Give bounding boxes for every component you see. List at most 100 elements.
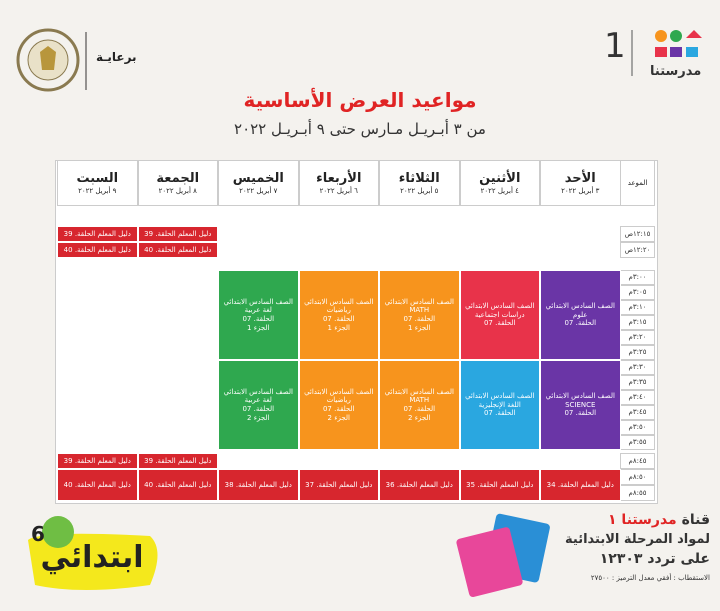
badge-text: ابتدائي: [40, 540, 144, 575]
cell-line: دليل المعلم الحلقة. 34: [546, 480, 614, 489]
brand-name: مدرستنا: [650, 64, 702, 79]
cell-line: MATH: [409, 306, 430, 315]
day-header: الأحد ٣ أبريل ٢٠٢٢: [540, 160, 621, 206]
cell-line: دليل المعلم الحلقة. 40: [144, 245, 212, 254]
time-slot: ٣:٤٠م: [620, 390, 655, 405]
cell-line: دليل المعلم الحلقة. 40: [63, 480, 131, 489]
cell-line: دليل المعلم الحلقة. 37: [305, 480, 373, 489]
brand-number: 1: [604, 26, 626, 66]
channel-line: لمواد المرحلة الابتدائية: [565, 532, 710, 547]
brand-logo: [631, 30, 702, 76]
guide-cell: دليل المعلم الحلقة. 40: [137, 469, 218, 501]
lesson-cell: الصف السادس الابتدائي اللغة الإنجليزية الح…: [459, 360, 540, 450]
lesson-cell: الصف السادس الابتدائي لغة عربية الحلقة. 07…: [218, 270, 299, 360]
badge-shape: [28, 516, 158, 590]
lesson-cell: الصف السادس الابتدائي علوم الحلقة. 07: [540, 270, 621, 360]
day-name: الأثنين: [479, 170, 521, 186]
time-slot: ١٢:٢٠ص: [620, 242, 655, 258]
cell-line: دليل المعلم الحلقة. 39: [63, 229, 131, 238]
guide-cell: دليل المعلم الحلقة. 39: [57, 453, 138, 469]
cell-line: لغة عربية: [244, 396, 272, 405]
day-name: السبت: [76, 170, 119, 186]
time-slot: ٣:٣٥م: [620, 375, 655, 390]
cell-line: MATH: [409, 396, 430, 405]
lesson-cell: الصف السادس الابتدائي لغة عربية الحلقة. 07…: [218, 360, 299, 450]
cell-line: الصف السادس الابتدائي: [304, 387, 374, 396]
lesson-cell: الصف السادس الابتدائي رياضيات الحلقة. 07 ال…: [298, 360, 379, 450]
sponsor: برعايـة: [96, 50, 137, 64]
cell-line: الصف السادس الابتدائي: [465, 391, 535, 400]
cell-line: دليل المعلم الحلقة. 38: [224, 480, 292, 489]
lesson-cell: الصف السادس الابتدائي دراسات اجتماعية الحل…: [459, 270, 540, 360]
title: مواعيد العرض الأساسية: [243, 88, 477, 112]
cell-line: دليل المعلم الحلقة. 39: [144, 229, 212, 238]
guide-cell: دليل المعلم الحلقة. 40: [137, 242, 218, 258]
day-header: الخميس ٧ أبريل ٢٠٢٢: [218, 160, 299, 206]
cell-line: الجزء 1: [408, 323, 431, 332]
time-slot: ٨:٥٥م: [620, 485, 655, 501]
cell-line: دليل المعلم الحلقة. 40: [63, 245, 131, 254]
day-date: ٤ أبريل ٢٠٢٢: [480, 186, 519, 195]
cell-line: دليل المعلم الحلقة. 40: [144, 480, 212, 489]
cell-line: علوم: [573, 310, 588, 319]
guide-cell: دليل المعلم الحلقة. 36: [379, 469, 460, 501]
cell-line: الحلقة. 07: [242, 405, 275, 413]
time-slot: ٣:٥٠م: [620, 420, 655, 435]
guide-cell: دليل المعلم الحلقة. 37: [298, 469, 379, 501]
time-slot: ٣:٠٥م: [620, 285, 655, 300]
cell-line: الصف السادس الابتدائي: [545, 391, 615, 400]
time-slot: ٣:٣٠م: [620, 360, 655, 375]
guide-cell: دليل المعلم الحلقة. 40: [57, 242, 138, 258]
channel-prefix: قناة: [681, 512, 710, 528]
cell-line: الحلقة. 07: [483, 319, 516, 328]
time-slot: ٣:١٠م: [620, 300, 655, 315]
cell-line: الجزء 1: [247, 323, 270, 332]
lesson-cell: الصف السادس الابتدائي SCIENCE الحلقة. 07: [540, 360, 621, 450]
day-header: الأربعاء ٦ أبريل ٢٠٢٢: [298, 160, 379, 206]
lesson-cell: الصف السادس الابتدائي MATH الحلقة. 07 الجزء…: [379, 360, 460, 450]
cell-line: الحلقة. 07: [564, 409, 597, 418]
cell-line: الجزء 2: [247, 413, 270, 422]
notebooks: [456, 513, 550, 598]
cell-line: SCIENCE: [565, 400, 596, 409]
day-date: ٣ أبريل ٢٠٢٢: [561, 186, 600, 195]
guide-cell: دليل المعلم الحلقة. 39: [137, 453, 218, 469]
guide-cell: دليل المعلم الحلقة. 39: [137, 226, 218, 242]
cell-line: الصف السادس الابتدائي: [223, 387, 293, 396]
day-header: الجمعة ٨ أبريل ٢٠٢٢: [137, 160, 218, 206]
guide-cell: دليل المعلم الحلقة. 35: [459, 469, 540, 501]
cell-line: دليل المعلم الحلقة. 35: [466, 480, 534, 489]
cell-line: الحلقة. 07: [322, 315, 355, 323]
time-slot: ٣:٤٥م: [620, 405, 655, 420]
cell-line: الصف السادس الابتدائي: [304, 297, 374, 306]
cell-line: الصف السادس الابتدائي: [223, 297, 293, 306]
day-date: ٨ أبريل ٢٠٢٢: [158, 186, 197, 195]
channel-name: مدرستنا ١: [608, 512, 677, 528]
cell-line: الصف السادس الابتدائي: [465, 301, 535, 310]
cell-line: الجزء 2: [327, 413, 350, 422]
time-slot: ٣:١٥م: [620, 315, 655, 330]
cell-line: رياضيات: [326, 396, 351, 405]
cell-line: الحلقة. 07: [403, 405, 436, 413]
cell-line: الحلقة. 07: [564, 319, 597, 328]
cell-line: دليل المعلم الحلقة. 39: [144, 456, 212, 465]
day-name: الخميس: [232, 170, 284, 186]
day-date: ٦ أبريل ٢٠٢٢: [319, 186, 358, 195]
day-name: الثلاثاء: [398, 170, 440, 186]
channel-line: الاستقطاب : أفقي معدل الترميز : ٢٧٥٠٠: [590, 574, 710, 582]
day-name: الأحد: [564, 170, 596, 186]
guide-cell: دليل المعلم الحلقة. 34: [540, 469, 621, 501]
ministry-emblem: [16, 28, 87, 92]
time-slot: ٨:٥٠م: [620, 469, 655, 485]
day-name: الأربعاء: [316, 170, 362, 186]
cell-line: الصف السادس الابتدائي: [384, 387, 454, 396]
channel-line: على تردد ١٢٣٠٣: [599, 551, 710, 567]
cell-line: الصف السادس الابتدائي: [384, 297, 454, 306]
cell-line: الصف السادس الابتدائي: [545, 301, 615, 310]
cell-line: الجزء 2: [408, 413, 431, 422]
time-header: الموعد: [620, 160, 655, 206]
cell-line: الحلقة. 07: [403, 315, 436, 323]
cell-line: الجزء 1: [327, 323, 350, 332]
guide-cell: دليل المعلم الحلقة. 39: [57, 226, 138, 242]
day-date: ٩ أبريل ٢٠٢٢: [78, 186, 117, 195]
